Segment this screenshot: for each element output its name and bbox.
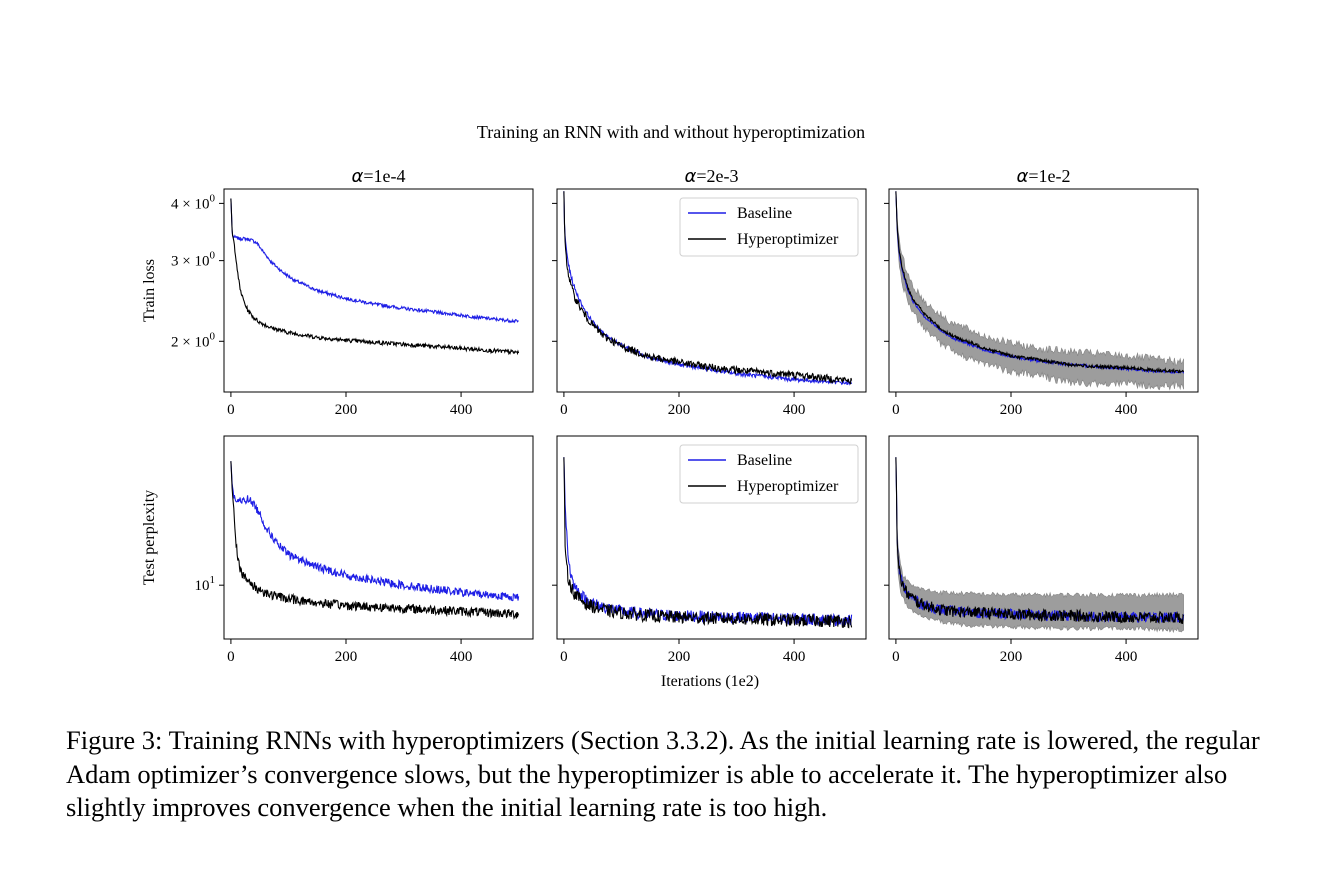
- series-line-hyperoptimizer: [563, 191, 853, 385]
- x-tick-label: 0: [560, 402, 568, 418]
- x-tick-label: 0: [892, 649, 900, 665]
- x-tick-label: 400: [450, 402, 473, 418]
- x-tick-label: 0: [560, 649, 568, 665]
- chart-panel-p11: 0 200 400 Baseline Hyperoptimizer: [552, 435, 867, 665]
- axes-frame: [556, 188, 867, 393]
- legend: Baseline Hyperoptimizer: [679, 444, 859, 504]
- figure: Training an RNN with and without hyperop…: [141, 122, 1199, 690]
- x-tick-label: 0: [227, 649, 235, 665]
- x-tick-label: 400: [1115, 649, 1138, 665]
- series-line-hyperoptimizer: [895, 457, 1185, 624]
- legend-label-hyperoptimizer: Hyperoptimizer: [737, 478, 839, 495]
- variance-band: [895, 191, 1184, 391]
- plot-area-p10: [230, 461, 520, 620]
- chart-panel-p00: 0 200 400 4 × 100 3 × 100 2 × 100 Train loss α=…: [141, 166, 534, 418]
- x-tick-label: 200: [668, 649, 691, 665]
- x-tick-label: 200: [1000, 649, 1023, 665]
- y-tick-label: 101: [195, 574, 216, 594]
- legend: Baseline Hyperoptimizer: [679, 197, 859, 257]
- chart-panel-p02: 0 200 400 α=1e-2: [884, 166, 1199, 418]
- plot-area-p12: [895, 457, 1185, 634]
- shared-x-axis-label: Iterations (1e2): [661, 673, 759, 690]
- panel-title: α=1e-4: [351, 166, 405, 187]
- x-tick-label: 400: [1115, 402, 1138, 418]
- plot-area-p01: [563, 191, 853, 386]
- figure-suptitle: Training an RNN with and without hyperop…: [477, 122, 865, 142]
- series-line-baseline: [230, 461, 520, 602]
- y-tick-label: 4 × 100: [171, 192, 215, 212]
- axes-frame: [223, 188, 534, 393]
- y-tick-label: 2 × 100: [171, 330, 215, 350]
- y-axis-label: Train loss: [141, 259, 158, 322]
- x-tick-label: 400: [783, 402, 806, 418]
- series-line-hyperoptimizer: [895, 191, 1185, 374]
- series-line-baseline: [895, 191, 1185, 375]
- x-tick-label: 400: [783, 649, 806, 665]
- legend-label-hyperoptimizer: Hyperoptimizer: [737, 231, 839, 248]
- series-line-hyperoptimizer: [230, 198, 520, 356]
- x-tick-label: 400: [450, 649, 473, 665]
- axes-frame: [888, 435, 1199, 640]
- x-tick-label: 200: [335, 649, 358, 665]
- plot-area-p00: [230, 198, 520, 356]
- series-line-baseline: [230, 198, 519, 324]
- plot-area-p02: [895, 191, 1185, 391]
- legend-label-baseline: Baseline: [737, 205, 792, 222]
- x-tick-label: 0: [227, 402, 235, 418]
- series-line-hyperoptimizer: [563, 457, 853, 629]
- axes-frame: [888, 188, 1199, 393]
- axes-frame: [556, 435, 867, 640]
- panels-grid: 0 200 400 4 × 100 3 × 100 2 × 100 Train loss α=…: [141, 166, 1199, 665]
- chart-panel-p10: 0 200 400 101 Test perplexity: [141, 435, 534, 665]
- axes-frame: [223, 435, 534, 640]
- series-line-hyperoptimizer: [230, 461, 520, 620]
- x-tick-label: 0: [892, 402, 900, 418]
- panel-title: α=1e-2: [1016, 166, 1070, 187]
- figure-caption: Figure 3: Training RNNs with hyperoptimi…: [66, 725, 1260, 822]
- x-tick-label: 200: [1000, 402, 1023, 418]
- x-tick-label: 200: [668, 402, 691, 418]
- chart-panel-p01: 0 200 400 α=2e-3 Baseline Hyperoptimizer: [552, 166, 867, 418]
- y-tick-label: 3 × 100: [171, 250, 215, 270]
- chart-panel-p12: 0 200 400: [884, 435, 1199, 665]
- panel-title: α=2e-3: [684, 166, 738, 187]
- x-tick-label: 200: [335, 402, 358, 418]
- legend-label-baseline: Baseline: [737, 452, 792, 469]
- y-axis-label: Test perplexity: [141, 490, 158, 585]
- plot-area-p11: [563, 457, 853, 629]
